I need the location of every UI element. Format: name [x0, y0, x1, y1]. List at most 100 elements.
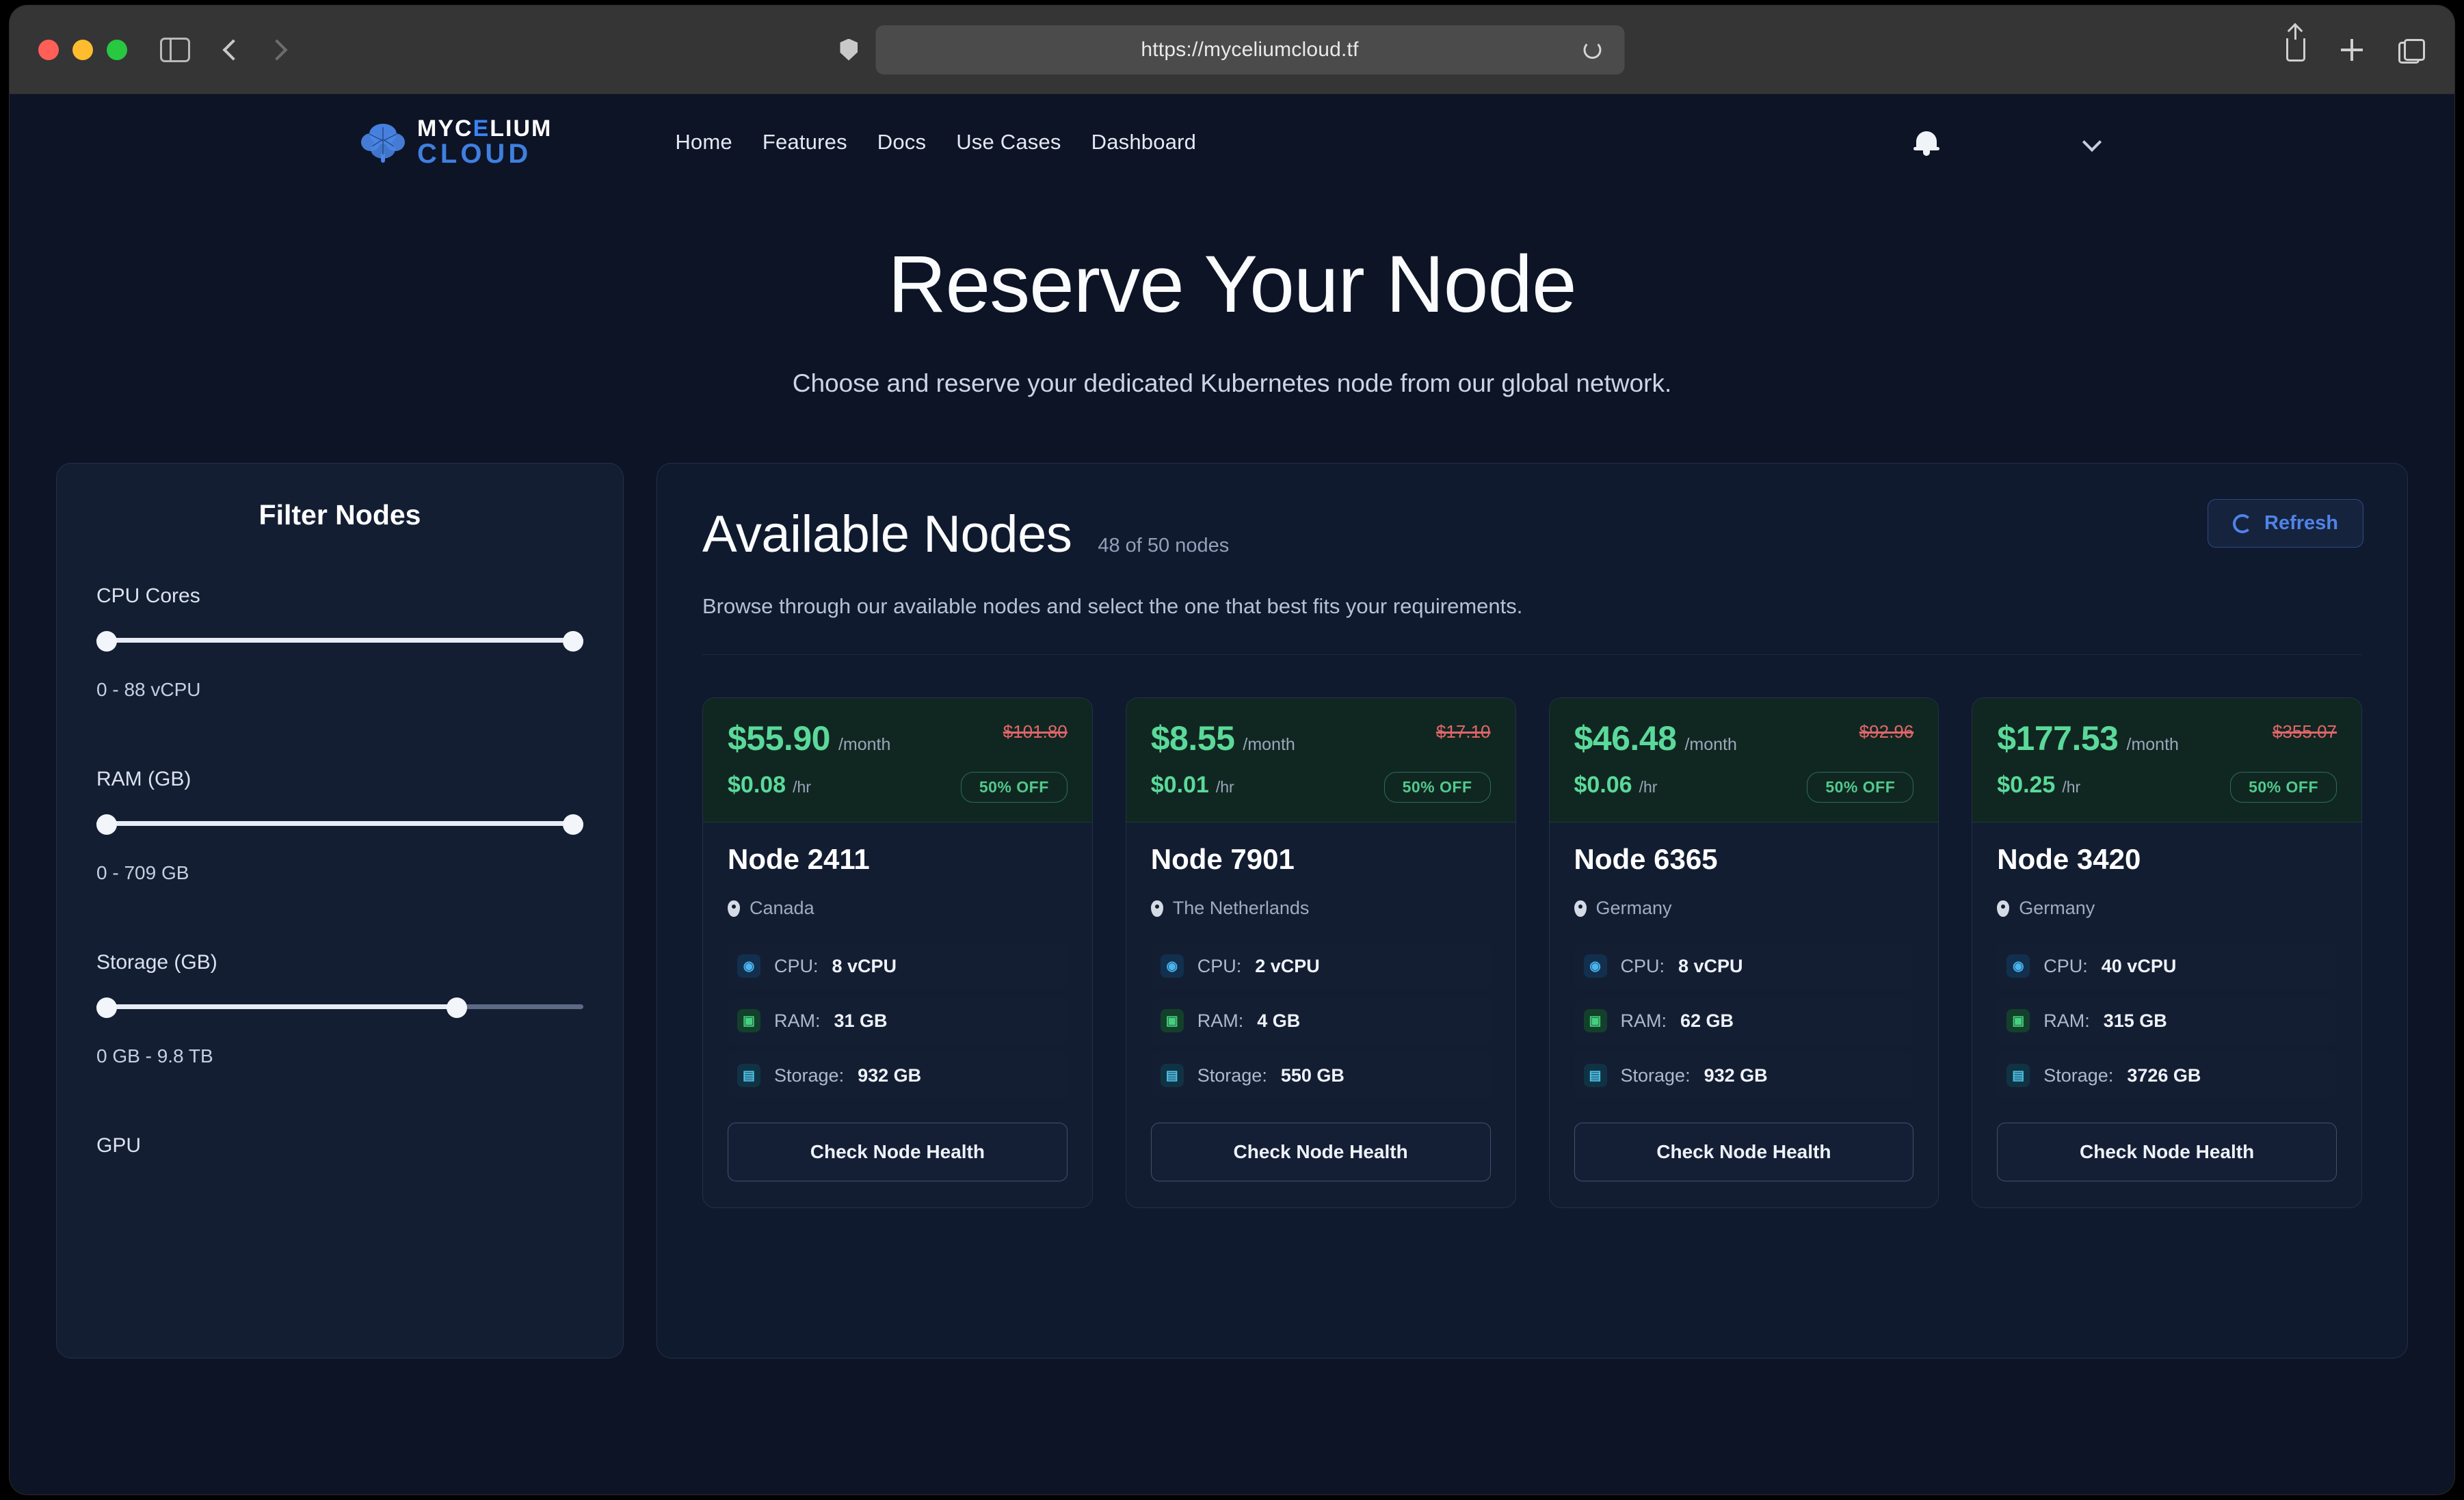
node-card-body: Node 2411 Canada ◉ CPU: 8 vCPU [703, 822, 1092, 1108]
node-price-header: $177.53 /month $355.07 $0.25 /hr 50% OFF [1972, 698, 2361, 822]
node-card[interactable]: $8.55 /month $17.10 $0.01 /hr 50% OFF N [1125, 697, 1516, 1208]
spec-value-storage: 3726 GB [2127, 1064, 2201, 1086]
node-spec-cpu: ◉ CPU: 40 vCPU [1997, 943, 2337, 989]
node-card-footer: Check Node Health [1550, 1108, 1939, 1207]
node-price-header: $8.55 /month $17.10 $0.01 /hr 50% OFF [1126, 698, 1515, 822]
spec-value-storage: 932 GB [1704, 1064, 1768, 1086]
slider-knob-min[interactable] [96, 631, 117, 652]
node-card[interactable]: $46.48 /month $92.96 $0.06 /hr 50% OFF [1548, 697, 1939, 1208]
nodes-header: Available Nodes 48 of 50 nodes [702, 505, 2362, 564]
node-card-body: Node 7901 The Netherlands ◉ CPU: 2 vCPU [1126, 822, 1515, 1108]
storage-disk-icon: ▤ [737, 1064, 760, 1087]
node-card-footer: Check Node Health [703, 1108, 1092, 1207]
spec-label-storage: Storage: [1620, 1064, 1691, 1086]
spec-label-ram: RAM: [1197, 1010, 1244, 1031]
slider-knob-max[interactable] [563, 631, 583, 652]
node-spec-ram: ▣ RAM: 31 GB [728, 998, 1068, 1043]
node-name: Node 3420 [1997, 843, 2141, 875]
node-card-body: Node 6365 Germany ◉ CPU: 8 vCPU [1550, 822, 1939, 1108]
mycelium-brain-icon [358, 120, 408, 164]
cpu-cores-range-slider[interactable] [96, 628, 583, 652]
filter-label-storage: Storage (GB) [96, 951, 217, 974]
brand-logo[interactable]: MYCELIUM CLOUD [358, 117, 552, 168]
browser-toolbar-right [2286, 24, 2425, 64]
back-arrow-icon[interactable] [222, 38, 244, 61]
check-node-health-button[interactable]: Check Node Health [1574, 1123, 1914, 1181]
node-spec-ram: ▣ RAM: 4 GB [1150, 998, 1491, 1043]
spec-label-storage: Storage: [774, 1064, 845, 1086]
url-text: https://myceliumcloud.tf [1141, 38, 1359, 61]
slider-knob-max[interactable] [563, 814, 583, 835]
refresh-icon [2233, 513, 2252, 533]
ram-range-slider[interactable] [96, 812, 583, 835]
tabs-icon[interactable] [2398, 38, 2425, 64]
filter-panel: Filter Nodes CPU Cores 0 - 88 vCPU RAM (… [56, 463, 624, 1358]
forward-arrow-icon[interactable] [266, 38, 288, 61]
sidebar-toggle-icon[interactable] [160, 37, 190, 62]
location-pin-icon [1997, 900, 2010, 917]
maximize-window-button[interactable] [107, 39, 127, 60]
node-location-label: Germany [2019, 898, 2095, 918]
discount-badge: 50% OFF [2230, 772, 2337, 803]
slider-knob-min[interactable] [96, 814, 117, 835]
node-card[interactable]: $55.90 /month $101.80 $0.08 /hr 50% OFF [702, 697, 1093, 1208]
url-input[interactable]: https://myceliumcloud.tf [875, 25, 1624, 75]
cpu-chip-icon: ◉ [2006, 954, 2030, 978]
nav-item-features[interactable]: Features [762, 130, 847, 154]
node-price-header: $55.90 /month $101.80 $0.08 /hr 50% OFF [703, 698, 1092, 822]
node-hourly-price: $0.08 [728, 772, 786, 798]
nav-item-use-cases[interactable]: Use Cases [956, 130, 1061, 154]
node-monthly-unit: /month [2126, 735, 2179, 754]
spec-value-storage: 550 GB [1280, 1064, 1344, 1086]
spec-label-cpu: CPU: [774, 955, 819, 976]
node-card[interactable]: $177.53 /month $355.07 $0.25 /hr 50% OFF [1972, 697, 2362, 1208]
nav-item-home[interactable]: Home [675, 130, 732, 154]
check-node-health-button[interactable]: Check Node Health [1997, 1123, 2337, 1181]
refresh-button-label: Refresh [2264, 512, 2338, 534]
cpu-cores-value: 0 - 88 vCPU [96, 679, 201, 700]
node-location-label: The Netherlands [1172, 898, 1310, 918]
navigation-arrows [222, 38, 288, 61]
check-node-health-button[interactable]: Check Node Health [728, 1123, 1068, 1181]
spec-value-ram: 62 GB [1680, 1010, 1734, 1031]
refresh-button[interactable]: Refresh [2208, 499, 2363, 548]
nav-item-dashboard[interactable]: Dashboard [1091, 130, 1197, 154]
shield-icon[interactable] [840, 38, 858, 61]
close-window-button[interactable] [38, 39, 59, 60]
plus-icon[interactable] [2341, 38, 2363, 61]
available-nodes-panel: Available Nodes 48 of 50 nodes Refresh B… [657, 463, 2408, 1358]
node-hourly-price: $0.06 [1574, 772, 1632, 798]
node-name: Node 7901 [1150, 843, 1295, 875]
node-hourly-unit: /hr [2062, 778, 2081, 796]
node-original-price: $355.07 [2273, 721, 2337, 742]
slider-knob-max[interactable] [446, 997, 467, 1018]
spec-label-cpu: CPU: [1197, 955, 1242, 976]
discount-badge: 50% OFF [1383, 772, 1491, 803]
chevron-down-icon[interactable] [2082, 132, 2102, 152]
notification-bell-icon[interactable] [1913, 129, 1939, 156]
node-monthly-price: $46.48 [1574, 719, 1677, 758]
location-pin-icon [728, 900, 740, 917]
check-node-health-button[interactable]: Check Node Health [1150, 1123, 1491, 1181]
window-controls [38, 39, 127, 60]
main-navigation: Home Features Docs Use Cases Dashboard [675, 130, 1196, 155]
node-original-price: $92.96 [1859, 721, 1914, 742]
node-spec-storage: ▤ Storage: 932 GB [728, 1053, 1068, 1098]
share-icon[interactable] [2286, 24, 2305, 62]
slider-knob-min[interactable] [96, 997, 117, 1018]
minimize-window-button[interactable] [72, 39, 93, 60]
brand-wordmark: MYCELIUM CLOUD [417, 117, 552, 168]
node-name: Node 2411 [728, 843, 870, 875]
nav-item-docs[interactable]: Docs [877, 130, 927, 154]
reload-icon[interactable] [1583, 40, 1601, 59]
ram-memory-icon: ▣ [2006, 1009, 2030, 1032]
cpu-chip-icon: ◉ [1583, 954, 1607, 978]
nodes-title: Available Nodes [702, 505, 1072, 563]
storage-range-slider[interactable] [96, 995, 583, 1018]
node-spec-ram: ▣ RAM: 62 GB [1574, 998, 1914, 1043]
node-hourly-unit: /hr [793, 778, 811, 796]
page-subtitle: Choose and reserve your dedicated Kubern… [792, 369, 1672, 397]
spec-value-cpu: 8 vCPU [1678, 955, 1743, 976]
location-pin-icon [1574, 900, 1587, 917]
node-monthly-price: $55.90 [728, 719, 830, 758]
